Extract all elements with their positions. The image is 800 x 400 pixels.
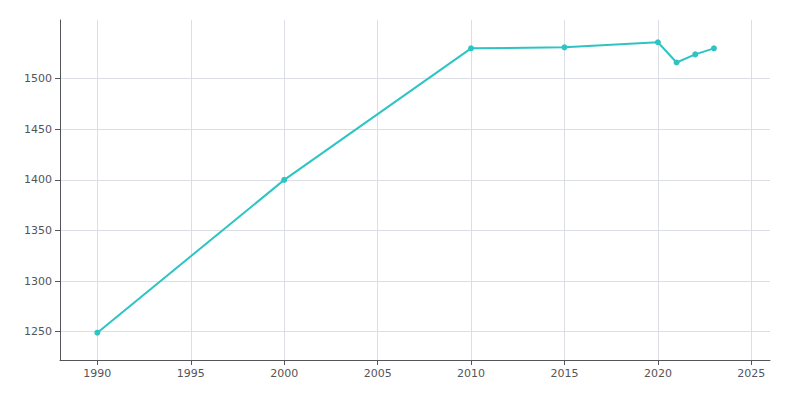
svg-text:2010: 2010 (457, 367, 485, 380)
svg-text:1400: 1400 (24, 173, 52, 186)
svg-text:1450: 1450 (24, 123, 52, 136)
svg-text:1500: 1500 (24, 72, 52, 85)
svg-text:1995: 1995 (177, 367, 205, 380)
svg-text:2020: 2020 (644, 367, 672, 380)
svg-text:1990: 1990 (83, 367, 111, 380)
svg-text:2005: 2005 (364, 367, 392, 380)
svg-text:1350: 1350 (24, 224, 52, 237)
svg-text:2000: 2000 (270, 367, 298, 380)
svg-text:1250: 1250 (24, 325, 52, 338)
svg-text:1300: 1300 (24, 275, 52, 288)
svg-text:2015: 2015 (550, 367, 578, 380)
svg-text:2025: 2025 (737, 367, 765, 380)
